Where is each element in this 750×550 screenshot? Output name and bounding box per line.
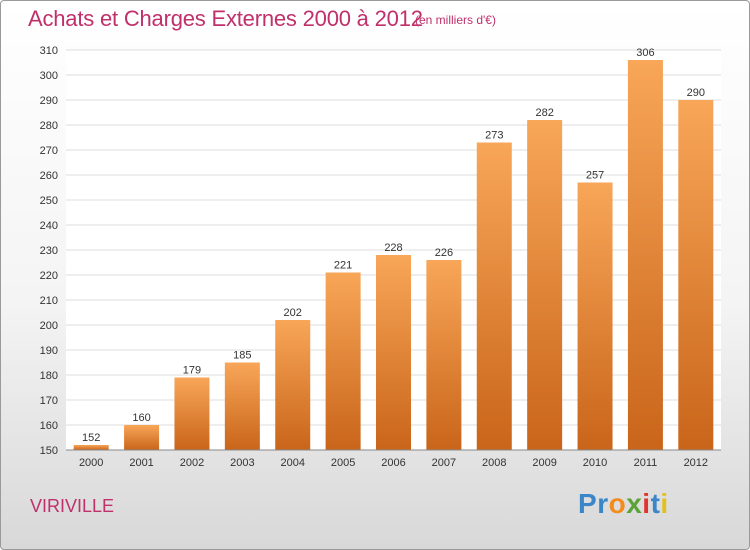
logo-letter: P <box>578 488 598 519</box>
bar-2010 <box>577 182 613 450</box>
bars <box>73 60 714 450</box>
data-label: 290 <box>687 87 705 99</box>
y-tick-label: 280 <box>40 120 58 132</box>
x-tick-label: 2008 <box>482 457 506 469</box>
data-label: 228 <box>384 242 402 254</box>
bar-2005 <box>325 272 361 450</box>
x-tick-label: 2007 <box>432 457 456 469</box>
x-tick-label: 2006 <box>381 457 405 469</box>
y-tick-label: 190 <box>40 345 58 357</box>
bar-2008 <box>476 142 512 450</box>
data-label: 152 <box>82 432 100 444</box>
x-tick-label: 2010 <box>583 457 607 469</box>
logo-letter: o <box>608 488 627 519</box>
y-tick-label: 170 <box>40 395 58 407</box>
y-tick-label: 250 <box>40 195 58 207</box>
x-axis-labels: 2000 2001 2002 2003 2004 2005 2006 2007 2008 2009… <box>79 457 708 469</box>
y-tick-label: 220 <box>40 270 58 282</box>
logo-letter: i <box>660 488 669 519</box>
bar-2002 <box>174 377 210 450</box>
x-tick-label: 2012 <box>684 457 708 469</box>
x-tick-label: 2005 <box>331 457 355 469</box>
x-tick-label: 2001 <box>129 457 153 469</box>
data-label: 273 <box>485 130 503 142</box>
bar-2011 <box>627 60 663 450</box>
x-tick-label: 2003 <box>230 457 254 469</box>
y-tick-label: 230 <box>40 245 58 257</box>
x-tick-label: 2000 <box>79 457 103 469</box>
y-tick-label: 300 <box>40 70 58 82</box>
bar-2000 <box>73 445 109 450</box>
y-tick-label: 150 <box>40 445 58 457</box>
data-label: 179 <box>183 365 201 377</box>
data-label: 185 <box>233 350 251 362</box>
data-labels: 152 160 179 185 202 221 228 226 273 282 257 306 290 <box>82 47 705 444</box>
x-tick-label: 2009 <box>532 457 556 469</box>
bar-2001 <box>124 425 160 450</box>
bar-2004 <box>275 320 311 450</box>
data-label: 160 <box>132 412 150 424</box>
y-tick-label: 210 <box>40 295 58 307</box>
bar-2003 <box>224 362 260 450</box>
data-label: 282 <box>535 107 553 119</box>
data-label: 202 <box>284 307 302 319</box>
y-tick-label: 290 <box>40 95 58 107</box>
y-tick-label: 160 <box>40 420 58 432</box>
data-label: 221 <box>334 260 352 272</box>
logo-letter: i <box>642 488 651 519</box>
data-label: 226 <box>435 247 453 259</box>
logo-letter: t <box>650 488 661 519</box>
bar-2006 <box>376 255 411 450</box>
logo-letter: r <box>597 488 609 519</box>
x-tick-label: 2002 <box>180 457 204 469</box>
data-label: 257 <box>586 170 604 182</box>
bar-2012 <box>678 100 714 450</box>
chart-title: Achats et Charges Externes 2000 à 2012 <box>28 6 423 31</box>
proxiti-logo: Proxiti <box>578 488 669 520</box>
y-tick-label: 270 <box>40 145 58 157</box>
logo-letter: x <box>626 488 643 519</box>
x-tick-label: 2004 <box>280 457 304 469</box>
x-tick-label: 2011 <box>634 457 658 469</box>
y-tick-label: 240 <box>40 220 58 232</box>
y-tick-label: 310 <box>40 45 58 57</box>
commune-name: VIRIVILLE <box>30 496 115 516</box>
chart-subtitle: (en milliers d'€) <box>415 13 496 27</box>
data-label: 306 <box>636 47 654 59</box>
bar-2007 <box>426 260 462 450</box>
y-tick-label: 200 <box>40 320 58 332</box>
y-tick-label: 260 <box>40 170 58 182</box>
bar-2009 <box>527 120 563 450</box>
y-axis-labels: 150 160 170 180 190 200 210 220 230 240 250 260 270 2… <box>40 45 58 457</box>
y-tick-label: 180 <box>40 370 58 382</box>
